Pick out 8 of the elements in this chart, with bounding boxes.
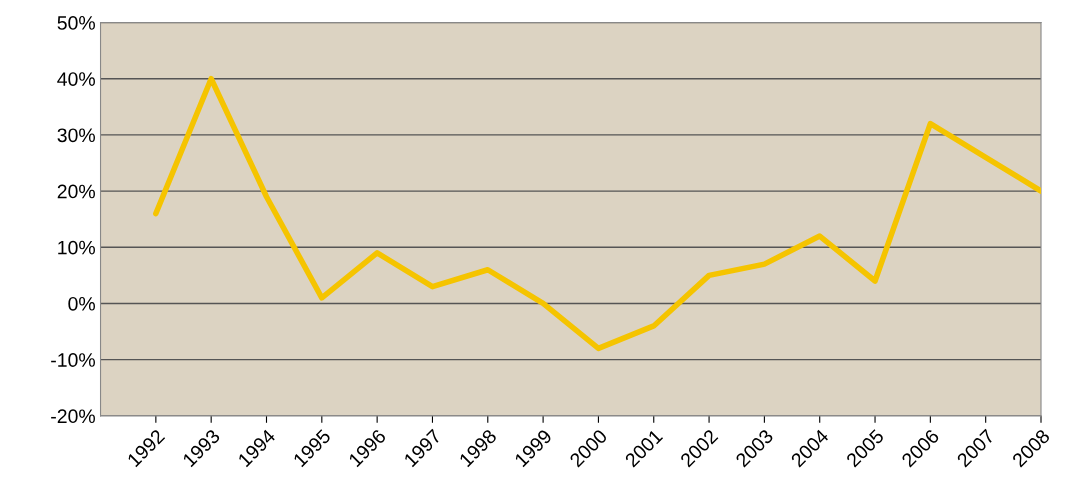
y-tick-label: -20% <box>51 409 95 424</box>
y-tick-label: -10% <box>51 353 95 367</box>
y-tick-label: 40% <box>57 72 95 86</box>
y-tick-label: 10% <box>58 240 95 255</box>
y-tick-label: 0% <box>68 296 95 311</box>
y-tick-label: 30% <box>57 128 95 143</box>
y-tick-label: 50% <box>57 16 95 30</box>
y-tick-label: 20% <box>57 184 95 199</box>
